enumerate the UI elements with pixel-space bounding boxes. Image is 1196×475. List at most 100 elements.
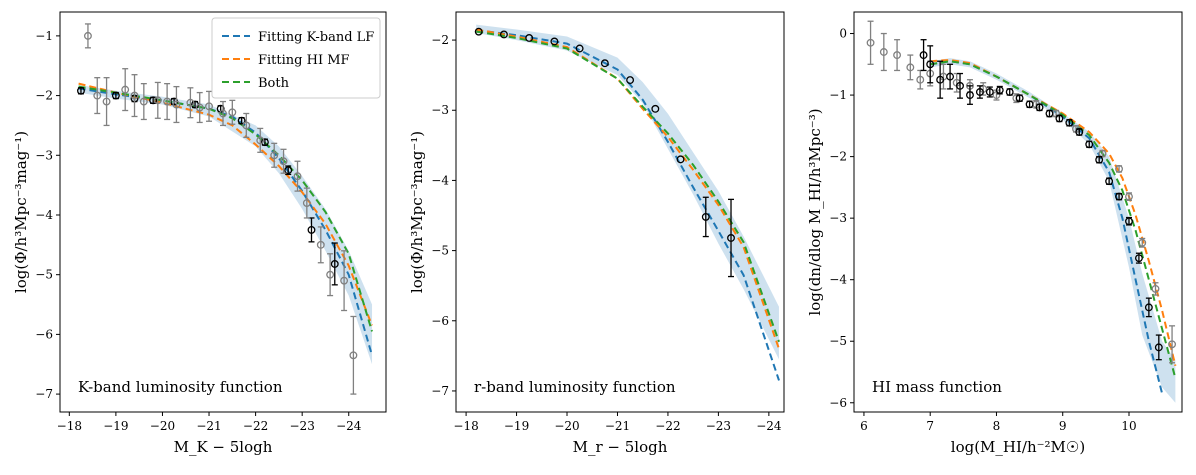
y-tick-label: −4 bbox=[829, 273, 847, 287]
data-point bbox=[906, 63, 915, 72]
x-axis-label: log(M_HI/h⁻²M☉) bbox=[951, 438, 1085, 456]
y-tick-label: −1 bbox=[829, 88, 847, 102]
x-tick-label: −22 bbox=[243, 419, 268, 433]
data-point bbox=[975, 88, 984, 96]
data-point bbox=[102, 97, 111, 106]
data-point bbox=[163, 97, 172, 106]
y-tick-label: −2 bbox=[829, 150, 847, 164]
panel-2: −18 −19 −20 −21 −22 −23 −24 −2 −3 −4 −5 −6 −7 M_r − 5… bbox=[408, 11, 785, 456]
data-point bbox=[307, 225, 316, 234]
data-point bbox=[474, 27, 483, 36]
data-point bbox=[676, 155, 685, 164]
data-point bbox=[966, 91, 974, 100]
data-point bbox=[205, 102, 213, 111]
data-point bbox=[121, 85, 130, 94]
observations-2 bbox=[83, 23, 358, 395]
observations-1 bbox=[474, 27, 735, 242]
data-point bbox=[525, 34, 534, 42]
y-tick-label: −5 bbox=[431, 244, 449, 258]
data-point bbox=[1035, 103, 1044, 112]
series-line-himf bbox=[930, 58, 1177, 367]
observations-1 bbox=[866, 20, 1177, 364]
data-point bbox=[279, 157, 288, 166]
x-tick-label: −24 bbox=[336, 419, 362, 433]
data-point bbox=[1134, 254, 1143, 263]
data-point bbox=[302, 199, 311, 207]
data-point bbox=[153, 96, 162, 105]
series-line-himf bbox=[476, 28, 780, 350]
y-tick-label: −7 bbox=[431, 384, 449, 398]
plot-area bbox=[474, 24, 780, 381]
data-point bbox=[340, 276, 349, 285]
data-point bbox=[575, 44, 584, 53]
data-point bbox=[237, 116, 246, 125]
y-tick-label: −6 bbox=[829, 396, 847, 410]
data-point bbox=[349, 351, 358, 360]
axes-frame bbox=[455, 11, 785, 413]
data-point bbox=[651, 104, 660, 113]
data-point bbox=[1151, 284, 1160, 293]
data-point bbox=[1105, 177, 1114, 186]
y-tick-label: −3 bbox=[431, 103, 449, 117]
data-point bbox=[330, 259, 339, 268]
legend-label-both: Both bbox=[258, 76, 290, 91]
x-tick-label: 9 bbox=[1059, 419, 1067, 433]
panel-3: 6 7 8 9 10 0 −1 −2 −3 −4 −5 −6 log(M_HI/h⁻²M☉) log(dn… bbox=[806, 11, 1183, 456]
plot-area bbox=[77, 23, 373, 395]
data-point bbox=[550, 37, 559, 46]
x-tick-label: −20 bbox=[150, 419, 175, 433]
y-tick-label: −1 bbox=[35, 29, 53, 43]
data-point bbox=[1138, 238, 1147, 247]
x-axis-label: M_K − 5logh bbox=[174, 438, 273, 456]
data-point bbox=[1154, 343, 1163, 352]
x-tick-label: −22 bbox=[655, 419, 680, 433]
y-axis-label: log(Φ/h³Mpc⁻³mag⁻¹) bbox=[408, 131, 426, 293]
data-point bbox=[926, 60, 935, 69]
data-point bbox=[893, 51, 902, 60]
data-point bbox=[1098, 149, 1107, 158]
legend-box bbox=[211, 17, 381, 99]
data-point bbox=[228, 108, 237, 117]
data-point bbox=[326, 270, 335, 279]
x-tick-label: −23 bbox=[290, 419, 315, 433]
series-line-both bbox=[78, 85, 373, 332]
y-tick-label: −4 bbox=[431, 173, 449, 187]
y-tick-label: −5 bbox=[35, 268, 53, 282]
panel-label: K-band luminosity function bbox=[78, 378, 283, 396]
legend-label-himf: Fitting HI MF bbox=[258, 53, 350, 68]
data-point bbox=[219, 109, 227, 118]
data-point bbox=[995, 86, 1004, 95]
y-tick-label: −4 bbox=[35, 208, 53, 222]
data-point bbox=[1025, 100, 1034, 109]
data-point bbox=[879, 48, 888, 56]
y-tick-label: −3 bbox=[829, 211, 847, 225]
data-point bbox=[293, 172, 302, 181]
data-point bbox=[172, 100, 181, 109]
axes-frame bbox=[853, 11, 1183, 413]
data-point bbox=[284, 166, 293, 175]
x-tick-label: −23 bbox=[706, 419, 731, 433]
data-point bbox=[186, 98, 195, 107]
data-point bbox=[149, 96, 158, 105]
data-point bbox=[600, 59, 609, 68]
data-point bbox=[956, 81, 964, 90]
y-tick-label: −2 bbox=[35, 89, 53, 103]
data-point bbox=[919, 51, 928, 60]
x-tick-label: 10 bbox=[1121, 419, 1136, 433]
uncertainty-band bbox=[930, 58, 1176, 403]
data-point bbox=[1005, 88, 1014, 96]
x-tick-label: −19 bbox=[504, 419, 529, 433]
y-axis-label: log(Φ/h³Mpc⁻³mag⁻¹) bbox=[12, 131, 30, 293]
data-point bbox=[946, 72, 955, 81]
data-point bbox=[499, 30, 508, 39]
data-point bbox=[1115, 164, 1124, 173]
data-point bbox=[1055, 114, 1064, 123]
y-tick-label: −6 bbox=[431, 314, 449, 328]
data-point bbox=[195, 103, 204, 112]
data-point bbox=[1115, 192, 1124, 201]
panel-label: r-band luminosity function bbox=[474, 378, 676, 396]
x-tick-label: −18 bbox=[57, 419, 82, 433]
series-line-both bbox=[930, 60, 1177, 379]
y-tick-label: −2 bbox=[431, 33, 449, 47]
data-point bbox=[866, 38, 875, 47]
